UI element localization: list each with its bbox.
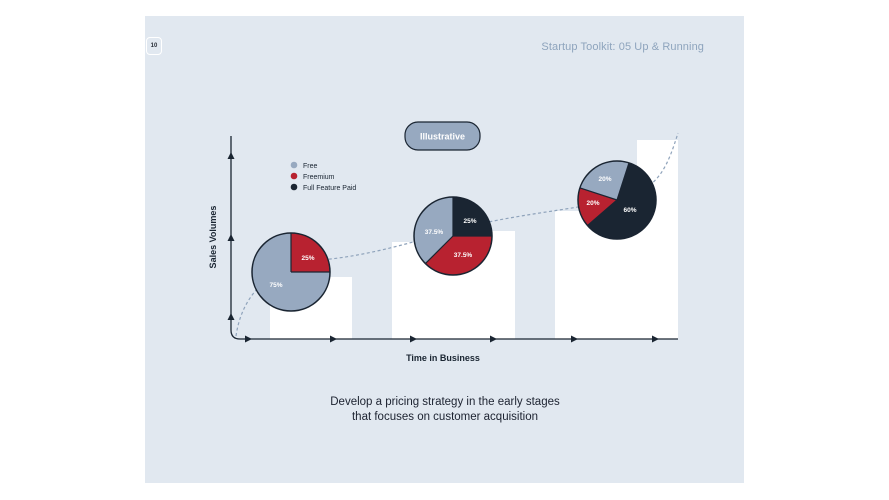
- page-number-badge: 10: [146, 37, 162, 55]
- x-arrow-icon: [245, 335, 252, 343]
- axes: [230, 136, 678, 340]
- caption-line-2: that focuses on customer acquisition: [351, 411, 539, 423]
- growth-bar: [637, 140, 678, 339]
- pie-chart-mid: 37.5% 37.5% 25%: [413, 196, 493, 276]
- legend-label-freemium: Freemium: [303, 174, 335, 181]
- pie-slice-paid: [587, 162, 657, 239]
- pie-slice-freemium: [425, 236, 492, 276]
- legend-label-paid: Full Feature Paid: [303, 185, 356, 192]
- illustrative-badge: Illustrative: [404, 121, 481, 151]
- pie-slice-freemium: [291, 233, 330, 272]
- pie-label-freemium: 25%: [301, 255, 314, 262]
- pie-chart-late: 20% 20% 60%: [577, 160, 657, 240]
- y-arrow-icon: [227, 313, 235, 320]
- growth-bar: [555, 211, 596, 339]
- header-title: Startup Toolkit: 05 Up & Running: [541, 41, 704, 53]
- pie-label-free: 37.5%: [425, 229, 444, 236]
- x-arrow-icon: [490, 335, 497, 343]
- x-arrow-icon: [410, 335, 417, 343]
- y-arrow-icon: [227, 234, 235, 241]
- pie-label-paid: 60%: [623, 207, 636, 214]
- pie-label-paid: 25%: [463, 218, 476, 225]
- caption: Develop a pricing strategy in the early …: [240, 395, 650, 425]
- caption-line-1: Develop a pricing strategy in the early …: [330, 396, 560, 408]
- x-arrow-icon: [571, 335, 578, 343]
- pie-slice-free: [413, 196, 453, 264]
- legend-label-free: Free: [303, 163, 318, 170]
- pie-label-free: 20%: [598, 176, 611, 183]
- legend-swatch-paid: [290, 183, 298, 191]
- axis-arrowheads: [227, 152, 659, 343]
- x-arrow-icon: [330, 335, 337, 343]
- legend-swatch-free: [290, 161, 298, 169]
- pie-slice-paid: [453, 197, 492, 236]
- illustrative-badge-label: Illustrative: [420, 132, 465, 142]
- pie-label-free: 75%: [269, 282, 282, 289]
- pie-label-freemium: 37.5%: [454, 252, 473, 259]
- x-axis-label: Time in Business: [406, 353, 480, 363]
- pie-chart-early: 75% 25%: [251, 232, 331, 312]
- pie-label-freemium: 20%: [586, 200, 599, 207]
- legend: Free Freemium Full Feature Paid: [290, 161, 356, 192]
- axis-corner: [230, 329, 241, 340]
- y-arrow-icon: [227, 152, 235, 159]
- legend-swatch-freemium: [290, 172, 298, 180]
- y-axis-label: Sales Volumes: [208, 206, 218, 269]
- x-arrow-icon: [652, 335, 659, 343]
